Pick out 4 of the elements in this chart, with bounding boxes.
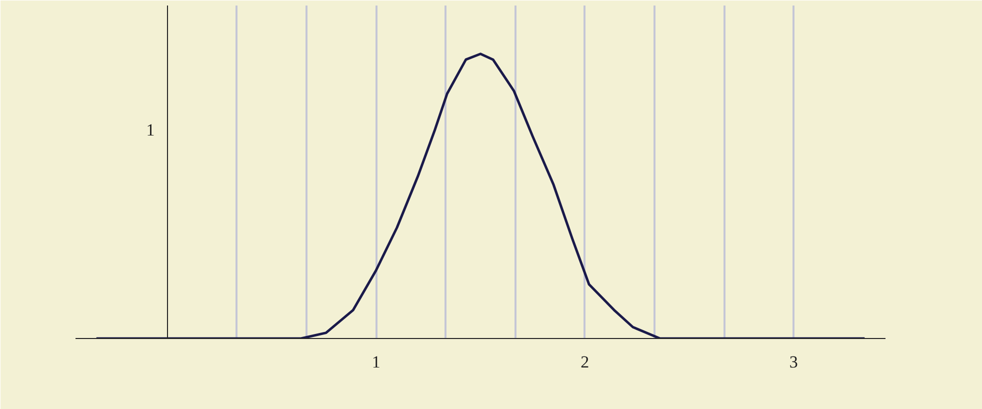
x-tick-label: 3 <box>789 352 798 372</box>
annotation: 1 <box>146 120 155 140</box>
x-tick-label: 2 <box>580 352 590 372</box>
x-tick-label: 1 <box>372 352 380 372</box>
